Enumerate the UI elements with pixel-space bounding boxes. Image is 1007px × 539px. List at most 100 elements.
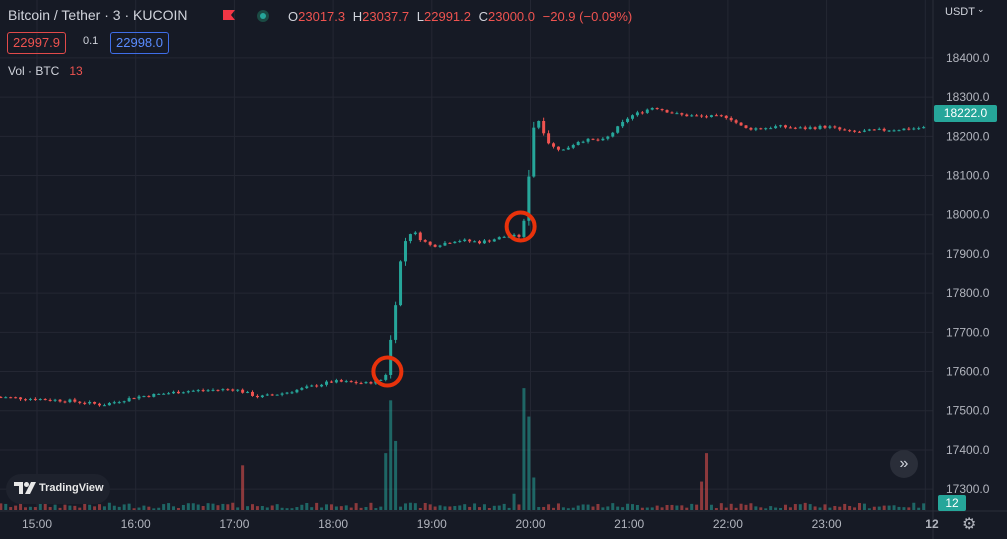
candle-body (848, 130, 852, 132)
volume-bar (487, 507, 491, 510)
volume-bar (186, 503, 190, 510)
candle-body (537, 121, 541, 128)
tradingview-logo[interactable]: TradingView (6, 474, 110, 504)
volume-bar (453, 506, 457, 510)
volume-bar (379, 506, 383, 510)
candle-body (58, 399, 62, 402)
volume-bar (438, 505, 442, 510)
candle-body (438, 245, 442, 247)
candle-body (561, 149, 565, 151)
candle-body (196, 390, 200, 392)
volume-bar (364, 506, 368, 510)
volume-bar (399, 506, 403, 510)
volume-bar (201, 506, 205, 510)
candle-body (591, 138, 595, 140)
volume-bar (537, 507, 541, 510)
flag-icon[interactable] (222, 9, 236, 21)
symbol-title[interactable]: Bitcoin / Tether · 3 · KUCOIN (8, 7, 188, 23)
candle-body (369, 382, 373, 384)
candle-body (433, 244, 437, 247)
volume-bar (759, 507, 763, 510)
volume-bar (734, 507, 738, 510)
bid-price-button[interactable]: 22997.9 (7, 32, 66, 54)
volume-bar (680, 505, 684, 510)
change-value: −20.9 (−0.09%) (542, 9, 633, 24)
candle-body (102, 405, 106, 407)
candle-body (798, 127, 802, 129)
candle-body (468, 239, 472, 242)
volume-bar (137, 507, 141, 510)
volume-bar (478, 507, 482, 510)
x-tick-label: 19:00 (417, 517, 447, 531)
x-tick-label: 16:00 (121, 517, 151, 531)
volume-bar (413, 503, 417, 510)
candle-body (33, 398, 37, 400)
volume-bar (719, 503, 723, 510)
candle-body (828, 126, 832, 128)
volume-bar (63, 504, 67, 510)
volume-bar (862, 503, 866, 510)
volume-label: Vol · BTC (8, 64, 60, 78)
gear-icon[interactable]: ⚙ (962, 516, 977, 533)
x-tick-label: 18:00 (318, 517, 348, 531)
candle-body (566, 147, 570, 150)
volume-bar (122, 504, 126, 510)
candle-body (739, 122, 743, 126)
candle-body (719, 115, 723, 117)
volume-bar (764, 508, 768, 510)
volume-bar (774, 507, 778, 510)
volume-bar (329, 504, 333, 510)
candle-body (448, 242, 452, 244)
volume-bar (216, 505, 220, 510)
volume-bar (705, 453, 709, 510)
scroll-to-realtime-button[interactable]: » (890, 450, 918, 478)
volume-bar (527, 416, 531, 510)
volume-bar (709, 504, 713, 510)
candle-body (127, 398, 131, 402)
volume-bar (744, 504, 748, 510)
volume-legend[interactable]: Vol · BTC 13 (8, 64, 83, 78)
candle-body (162, 393, 166, 395)
candle-body (265, 394, 269, 396)
volume-bar (566, 508, 570, 510)
ask-price-button[interactable]: 22998.0 (110, 32, 169, 54)
candle-body (458, 241, 462, 243)
candle-body (191, 390, 195, 392)
candle-body (571, 145, 575, 148)
circle-marker (504, 210, 537, 243)
volume-bar (754, 506, 758, 510)
volume-bar (552, 507, 556, 510)
volume-bar (685, 507, 689, 510)
candle-body (769, 128, 773, 130)
candle-body (201, 390, 205, 392)
volume-bar (176, 507, 180, 510)
volume-bar (907, 507, 911, 510)
volume-bar (162, 504, 166, 510)
candle-body (310, 385, 314, 387)
candle-body (354, 382, 358, 384)
candle-body (779, 125, 783, 127)
volume-bar (630, 504, 634, 510)
candle-body (695, 115, 699, 117)
volume-bar (695, 504, 699, 510)
volume-bar (443, 506, 447, 510)
volume-bar (783, 504, 787, 510)
volume-bar (265, 507, 269, 510)
candle-body (690, 115, 694, 117)
candle-body (897, 130, 901, 132)
candle-body (320, 384, 324, 387)
candle-body (482, 240, 486, 244)
volume-bar (872, 506, 876, 510)
candle-body (250, 391, 254, 396)
volume-bar (389, 400, 393, 510)
volume-bar (394, 440, 398, 510)
candle-body (487, 240, 491, 242)
candle-body (759, 128, 763, 130)
currency-selector[interactable]: USDT (945, 6, 985, 18)
candle-body (0, 397, 3, 399)
candle-body (793, 127, 797, 129)
volume-bar (675, 505, 679, 510)
volume-bar (507, 507, 511, 510)
candle-body (803, 127, 807, 129)
